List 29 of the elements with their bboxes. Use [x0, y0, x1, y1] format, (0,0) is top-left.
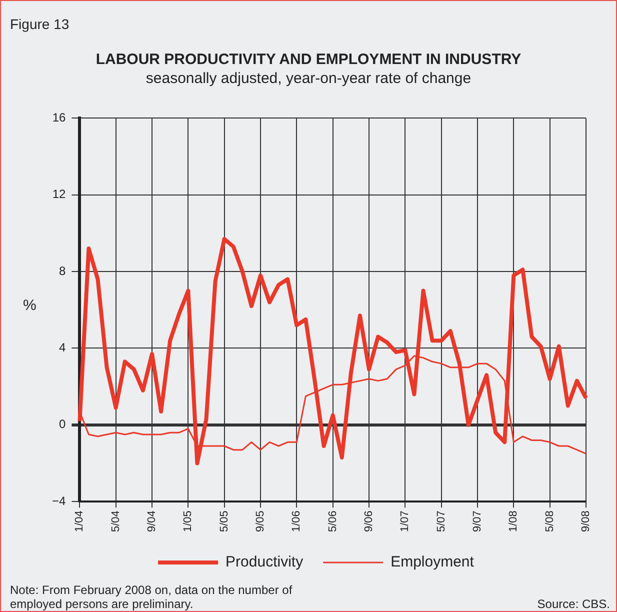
chart-subtitle: seasonally adjusted, year-on-year rate of change [144, 70, 472, 87]
x-tick-label: 9/07 [472, 510, 484, 532]
y-axis-title: % [23, 297, 36, 314]
chart-title: LABOUR PRODUCTIVITY AND EMPLOYMENT IN INDUSTRY [94, 51, 522, 68]
x-tick-label: 5/04 [110, 510, 122, 532]
y-tick-label: 16 [52, 110, 66, 125]
x-tick-label: 1/06 [290, 510, 303, 532]
x-tick-label: 5/08 [544, 510, 556, 532]
source-note: Source: CBS. [537, 597, 610, 611]
legend-label: Employment [390, 554, 475, 571]
y-tick-label: −4 [52, 494, 66, 508]
x-tick-label: 5/07 [435, 510, 448, 532]
x-tick-label: 5/05 [218, 510, 230, 532]
x-tick-label: 9/05 [254, 510, 267, 532]
caption: Figure 13 [10, 16, 70, 32]
x-tick-label: 5/06 [326, 510, 339, 532]
legend-label: Productivity [226, 554, 304, 571]
x-tick-label: 9/08 [580, 510, 592, 532]
y-tick-label: 0 [58, 417, 66, 432]
x-tick-label: 1/04 [74, 510, 86, 532]
x-tick-label: 1/05 [182, 510, 194, 532]
x-tick-label: 1/07 [399, 510, 412, 532]
x-tick-label: 9/04 [146, 510, 158, 532]
text: Note: From February 2008 on, data on the number of employed persons are preliminary. [10, 583, 294, 611]
x-tick-label: 1/08 [508, 510, 520, 532]
x-tick-label: 9/06 [363, 510, 376, 532]
y-tick-label: 12 [52, 187, 66, 202]
y-tick-label: 8 [58, 264, 66, 278]
y-tick-label: 4 [58, 340, 66, 355]
